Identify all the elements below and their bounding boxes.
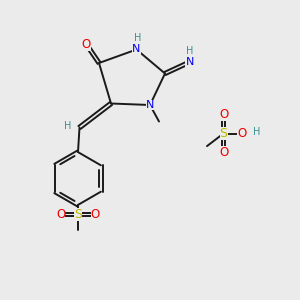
Text: O: O <box>56 208 65 221</box>
Text: O: O <box>219 108 228 122</box>
Text: H: H <box>134 33 142 43</box>
Text: H: H <box>253 127 260 137</box>
Text: H: H <box>64 121 72 131</box>
Text: S: S <box>220 127 227 140</box>
Text: N: N <box>146 100 154 110</box>
Text: O: O <box>219 146 228 159</box>
Text: O: O <box>82 38 91 51</box>
Text: H: H <box>186 46 193 56</box>
Text: N: N <box>132 44 141 55</box>
Text: S: S <box>74 208 82 221</box>
Text: N: N <box>185 57 194 67</box>
Text: O: O <box>238 127 247 140</box>
Text: O: O <box>91 208 100 221</box>
